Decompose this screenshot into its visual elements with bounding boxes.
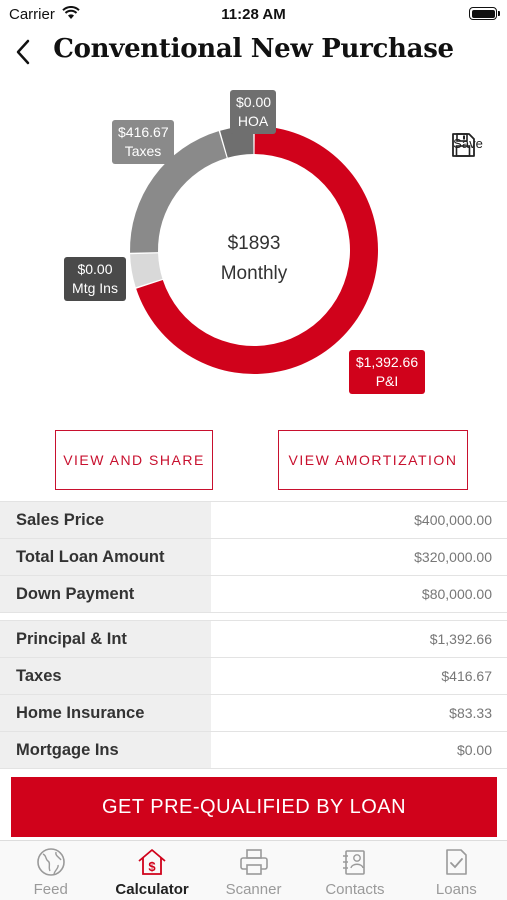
row-label: Taxes [0, 658, 211, 694]
donut-slice-mtg-ins [130, 253, 163, 288]
view-and-share-button[interactable]: VIEW AND SHARE [55, 430, 213, 490]
row-label: Principal & Int [0, 621, 211, 657]
row-value: $400,000.00 [414, 512, 492, 528]
row-value: $0.00 [456, 742, 492, 758]
monthly-amount: $1893 [227, 233, 281, 254]
row-label: Total Loan Amount [0, 539, 211, 575]
back-chevron-icon[interactable] [12, 38, 36, 66]
save-label: Save [453, 136, 483, 151]
row-label: Home Insurance [0, 695, 211, 731]
row-label: Down Payment [0, 576, 211, 612]
floppy-disk-icon [452, 133, 475, 157]
tab-label: Calculator [115, 881, 189, 898]
house-dollar-icon: $ [138, 849, 166, 875]
contacts-icon [342, 850, 365, 875]
wifi-icon [62, 6, 80, 19]
tab-label: Loans [435, 881, 477, 898]
table-row: Total Loan Amount $320,000.00 [0, 539, 507, 576]
row-label: Mortgage Ins [0, 732, 211, 768]
status-bar: Carrier 11:28 AM [0, 0, 507, 28]
pi-tag: $1,392.66 P&I [349, 350, 425, 394]
payment-breakdown-table: Principal & Int $1,392.66 Taxes $416.67 … [0, 620, 507, 769]
taxes-name: Taxes [124, 143, 162, 159]
tab-feed[interactable]: Feed [0, 841, 101, 900]
battery-icon [469, 7, 500, 20]
tab-label: Feed [33, 881, 68, 898]
loan-summary-table: Sales Price $400,000.00 Total Loan Amoun… [0, 501, 507, 613]
taxes-tag: $416.67 Taxes [112, 120, 174, 164]
table-row: Down Payment $80,000.00 [0, 576, 507, 613]
tab-calculator[interactable]: $ Calculator [101, 841, 202, 900]
tab-scanner[interactable]: Scanner [203, 841, 304, 900]
table-row: Taxes $416.67 [0, 658, 507, 695]
document-check-icon [446, 849, 468, 875]
hoa-name: HOA [237, 113, 269, 129]
row-value: $1,392.66 [429, 631, 492, 647]
monthly-label: Monthly [220, 263, 288, 284]
hoa-tag: $0.00 HOA [230, 90, 276, 134]
table-row: Mortgage Ins $0.00 [0, 732, 507, 769]
row-value: $83.33 [449, 705, 492, 721]
table-row: Sales Price $400,000.00 [0, 502, 507, 539]
page-title: Conventional New Purchase [53, 34, 454, 64]
pi-amount: $1,392.66 [355, 354, 419, 370]
row-value: $416.67 [441, 668, 492, 684]
globe-icon [36, 848, 65, 876]
pi-name: P&I [375, 373, 399, 389]
view-amortization-button[interactable]: VIEW AMORTIZATION [278, 430, 468, 490]
row-value: $80,000.00 [421, 586, 492, 602]
printer-icon [239, 849, 268, 875]
table-row: Principal & Int $1,392.66 [0, 621, 507, 658]
tab-loans[interactable]: Loans [406, 841, 507, 900]
mtg-ins-name: Mtg Ins [72, 280, 118, 296]
tab-label: Contacts [325, 881, 385, 898]
row-value: $320,000.00 [414, 549, 492, 565]
save-button[interactable]: Save [450, 132, 486, 157]
hoa-amount: $0.00 [236, 94, 272, 110]
table-row: Home Insurance $83.33 [0, 695, 507, 732]
get-prequalified-button[interactable]: GET PRE-QUALIFIED BY LOAN [11, 777, 497, 837]
tab-contacts[interactable]: Contacts [304, 841, 405, 900]
payment-donut-chart: $1893 Monthly $0.00 HOA $416.67 Taxes $0… [0, 80, 507, 415]
tab-label: Scanner [225, 881, 282, 898]
mtg-ins-tag: $0.00 Mtg Ins [64, 257, 126, 301]
mtg-ins-amount: $0.00 [77, 261, 113, 277]
donut-slice-taxes [130, 131, 227, 253]
taxes-amount: $416.67 [118, 124, 169, 140]
carrier-label: Carrier [9, 6, 55, 23]
row-label: Sales Price [0, 502, 211, 538]
tab-bar: Feed $ Calculator Scanner Contacts Lo [0, 840, 507, 900]
status-time: 11:28 AM [221, 6, 286, 23]
svg-text:$: $ [148, 859, 156, 874]
